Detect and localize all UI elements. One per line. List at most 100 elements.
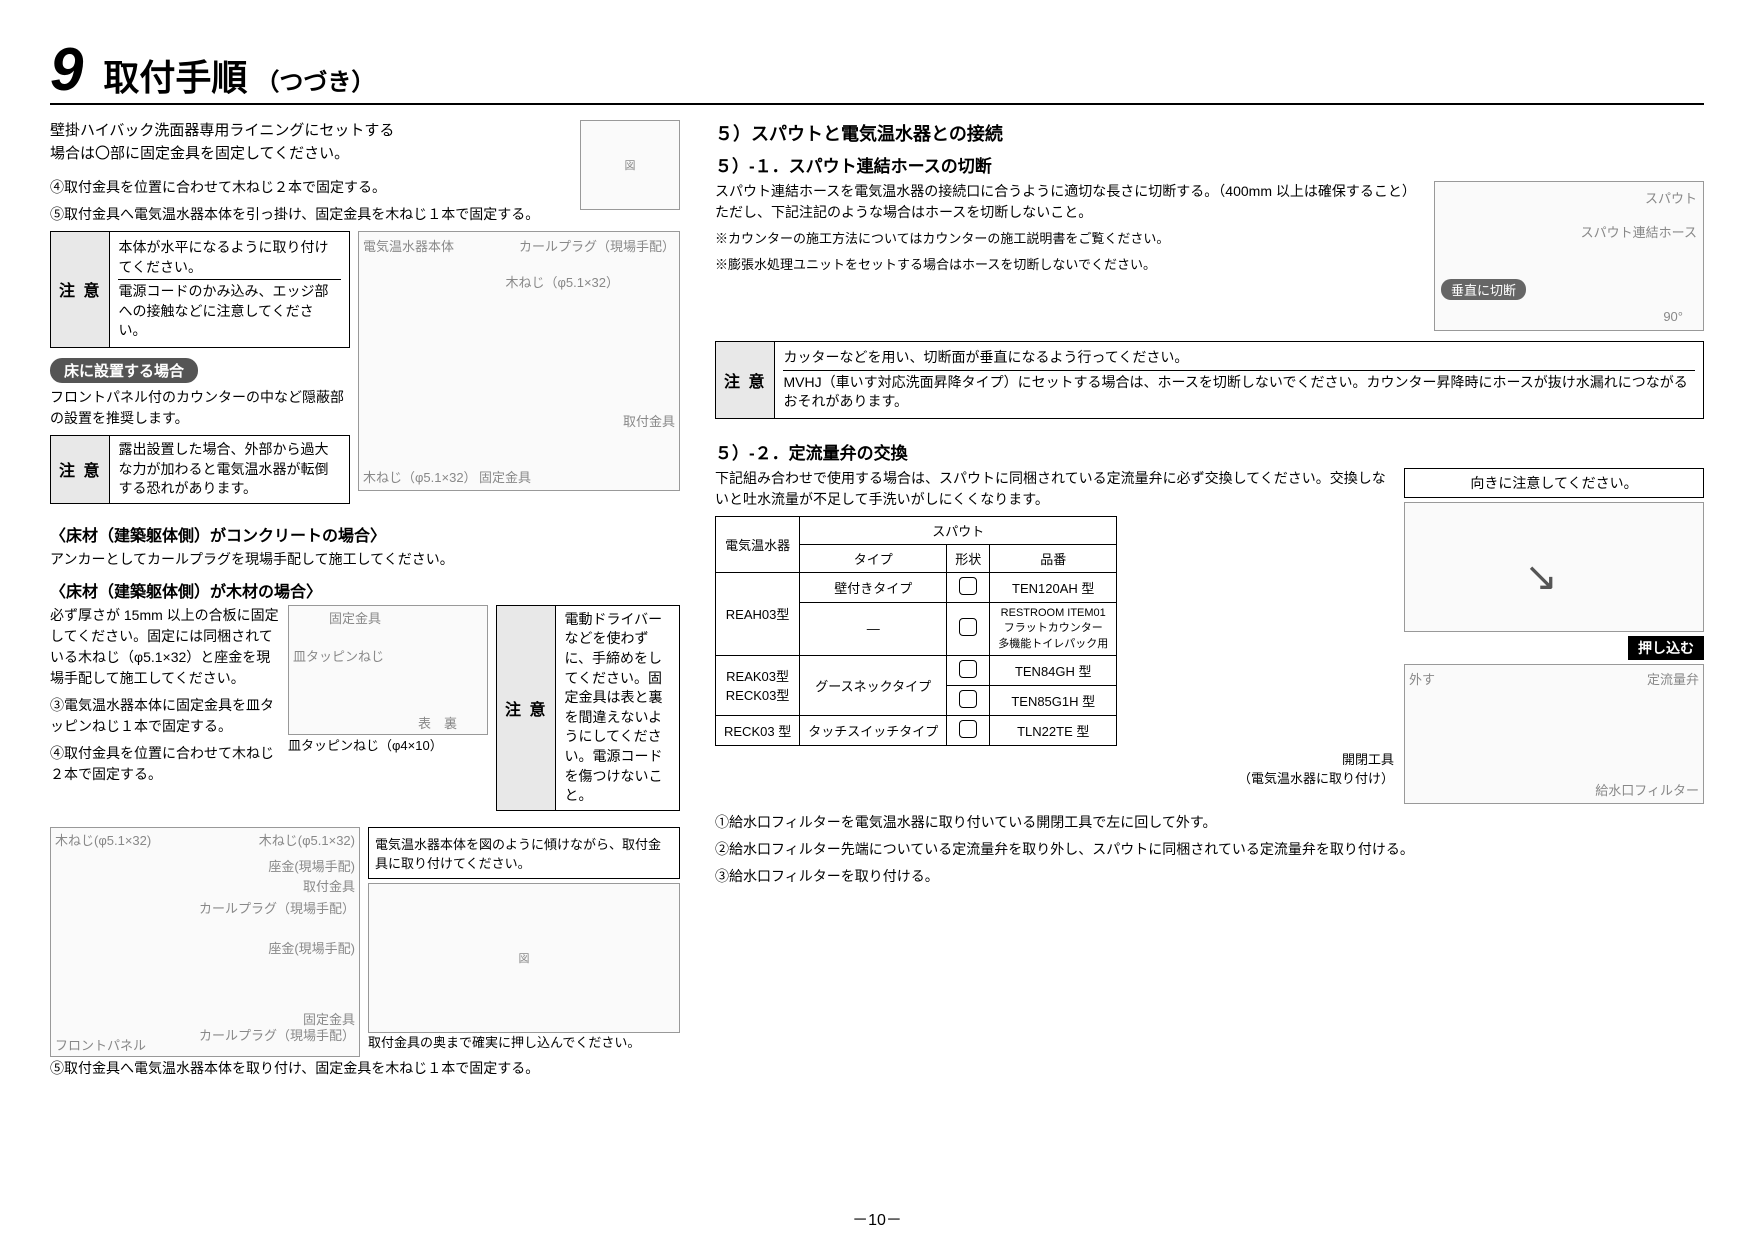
right-column: ５）スパウトと電気温水器との接続 ５）-１．スパウト連結ホースの切断 スパウト連… — [715, 120, 1704, 1085]
shape-icon — [959, 690, 977, 708]
valve-table: 電気温水器 スパウト タイプ 形状 品番 REAH03型 壁付きタイプ TEN1… — [715, 516, 1117, 746]
main-columns: 壁掛ハイバック洗面器専用ライニングにセットする 場合は〇部に固定金具を固定してく… — [50, 120, 1704, 1085]
diag-label: フロントパネル — [55, 1035, 146, 1054]
diag-label: 皿タッピンねじ（φ4×10） — [288, 735, 488, 754]
spout-note2: ※膨張水処理ユニットをセットする場合はホースを切断しないでください。 — [715, 255, 1422, 275]
valve-diagram-top: ↘ — [1404, 502, 1704, 632]
diag-label: 電気温水器本体 — [363, 236, 454, 255]
push-note: 取付金具の奥まで確実に押し込んでください。 — [368, 1033, 680, 1053]
wood-text: 必ず厚さが 15mm 以上の合板に固定してください。固定には同梱されている木ねじ… — [50, 605, 280, 689]
spout-diagram: スパウト スパウト連結ホース 垂直に切断 90° — [1434, 181, 1704, 331]
valve-diagram-bottom: 外す 定流量弁 給水口フィルター — [1404, 664, 1704, 804]
wood-heading: 〈床材（建築躯体側）が木材の場合〉 — [50, 578, 680, 602]
heading-5-2: ５）-２．定流量弁の交換 — [715, 439, 1704, 464]
td-model: TEN84GH 型 — [990, 655, 1117, 685]
valve-label: 定流量弁 — [1647, 669, 1699, 688]
td-type: — — [800, 602, 947, 655]
caution-body: 露出設置した場合、外部から過大な力が加わると電気温水器が転倒する恐れがあります。 — [110, 436, 349, 503]
th-spout: スパウト — [800, 516, 1117, 544]
spout-text: スパウト連結ホースを電気温水器の接続口に合うように適切な長さに切断する。（400… — [715, 181, 1422, 223]
step-5: ⑤取付金具へ電気温水器本体を引っ掛け、固定金具を木ねじ１本で固定する。 — [50, 204, 570, 225]
step-r3: ③給水口フィルターを取り付ける。 — [715, 866, 1704, 887]
td-shape — [947, 715, 990, 745]
intro-text: 壁掛ハイバック洗面器専用ライニングにセットする 場合は〇部に固定金具を固定してく… — [50, 120, 570, 165]
tilt-note: 電気温水器本体を図のように傾けながら、取付金具に取り付けてください。 — [368, 827, 680, 879]
shape-icon — [959, 660, 977, 678]
step-4b: ④取付金具を位置に合わせて木ねじ２本で固定する。 — [50, 743, 280, 785]
diag-label: 表 裏 — [418, 713, 457, 732]
diag-label: カールプラグ（現場手配） — [519, 236, 675, 255]
floor-text: フロントパネル付のカウンターの中など隠蔽部の設置を推奨します。 — [50, 387, 350, 429]
th-type: タイプ — [800, 544, 947, 572]
th-model: 品番 — [990, 544, 1117, 572]
diag-label: 90° — [1663, 309, 1683, 324]
tool-label: 開閉工具 （電気温水器に取り付け） — [715, 750, 1394, 789]
diag-label: 木ねじ（φ5.1×32） — [363, 467, 477, 486]
td-shape — [947, 685, 990, 715]
step-5b: ⑤取付金具へ電気温水器本体を取り付け、固定金具を木ねじ１本で固定する。 — [50, 1058, 680, 1079]
diag-label: 固定金具 — [329, 608, 381, 627]
caution-label: 注 意 — [716, 342, 775, 418]
concrete-text: アンカーとしてカールプラグを現場手配して施工してください。 — [50, 549, 680, 570]
spout-note1: ※カウンターの施工方法についてはカウンターの施工説明書をご覧ください。 — [715, 229, 1422, 249]
td-shape — [947, 655, 990, 685]
td-model: RESTROOM ITEM01 フラットカウンター 多機能トイレパック用 — [990, 602, 1117, 655]
td-shape — [947, 602, 990, 655]
diag-label: 木ねじ(φ5.1×32) — [55, 830, 151, 849]
diag-label: 座金(現場手配) — [268, 938, 355, 957]
diag-label: スパウト連結ホース — [1581, 222, 1697, 241]
tilt-diagram: 図 — [368, 883, 680, 1033]
td-model: TLN22TE 型 — [990, 715, 1117, 745]
heater-diagram-1: 電気温水器本体 カールプラグ（現場手配） 木ねじ（φ5.1×32） 取付金具 木… — [358, 231, 680, 491]
shape-icon — [959, 618, 977, 636]
orientation-note: 向きに注意してください。 — [1404, 468, 1704, 498]
td-heater: REAH03型 — [716, 572, 800, 655]
floor-install-pill: 床に設置する場合 — [50, 358, 198, 383]
diag-label: 皿タッピンねじ — [293, 646, 384, 665]
step-r2: ②給水口フィルター先端についている定流量弁を取り外し、スパウトに同梱されている定… — [715, 839, 1704, 860]
section-subtitle: （つづき） — [255, 62, 375, 97]
diag-label: 取付金具 — [303, 876, 355, 895]
page-number: －10－ — [852, 1206, 902, 1230]
td-type: タッチスイッチタイプ — [800, 715, 947, 745]
caution-line: カッターなどを用い、切断面が垂直になるよう行ってください。 — [783, 346, 1695, 371]
td-model: TEN120AH 型 — [990, 572, 1117, 602]
section-number: 9 — [50, 40, 83, 100]
caution-3: 注 意 電動ドライバーなどを使わずに、手締めをしてください。固定金具は表と裏を間… — [496, 605, 680, 811]
step-r1: ①給水口フィルターを電気温水器に取り付いている開閉工具で左に回して外す。 — [715, 812, 1704, 833]
caution-label: 注 意 — [51, 232, 110, 347]
caution-line1: 本体が水平になるように取り付けてください。 — [118, 236, 341, 280]
caution-body: 電動ドライバーなどを使わずに、手締めをしてください。固定金具は表と裏を間違えない… — [556, 606, 679, 810]
valve-text: 下記組み合わせで使用する場合は、スパウトに同梱されている定流量弁に必ず交換してく… — [715, 468, 1394, 510]
arrow-icon: ↘ — [1524, 554, 1558, 600]
lining-diagram: 図 — [580, 120, 680, 210]
td-type: グースネックタイプ — [800, 655, 947, 715]
bracket-diagram: 固定金具 皿タッピンねじ 表 裏 — [288, 605, 488, 735]
caution-4: 注 意 カッターなどを用い、切断面が垂直になるよう行ってください。 MVHJ（車… — [715, 341, 1704, 419]
diag-label: 木ねじ(φ5.1×32) — [259, 830, 355, 849]
diag-label: 取付金具 — [623, 411, 675, 430]
td-heater: REAK03型 RECK03型 — [716, 655, 800, 715]
th-shape: 形状 — [947, 544, 990, 572]
step-4: ④取付金具を位置に合わせて木ねじ２本で固定する。 — [50, 177, 570, 198]
caution-2: 注 意 露出設置した場合、外部から過大な力が加わると電気温水器が転倒する恐れがあ… — [50, 435, 350, 504]
cut-pill: 垂直に切断 — [1441, 279, 1526, 300]
filter-label: 給水口フィルター — [1595, 780, 1699, 799]
td-model: TEN85G1H 型 — [990, 685, 1117, 715]
diag-label: スパウト — [1645, 188, 1697, 207]
heading-5-1: ５）-１．スパウト連結ホースの切断 — [715, 152, 1704, 177]
caution-line2: 電源コードのかみ込み、エッジ部への接触などに注意してください。 — [118, 280, 341, 343]
td-type: 壁付きタイプ — [800, 572, 947, 602]
heading-5: ５）スパウトと電気温水器との接続 — [715, 120, 1704, 146]
th-heater: 電気温水器 — [716, 516, 800, 572]
caution-1: 注 意 本体が水平になるように取り付けてください。 電源コードのかみ込み、エッジ… — [50, 231, 350, 348]
shape-icon — [959, 720, 977, 738]
caution-label: 注 意 — [497, 606, 556, 810]
caution-line: MVHJ（車いす対応洗面昇降タイプ）にセットする場合は、ホースを切断しないでくだ… — [783, 371, 1695, 414]
shape-icon — [959, 577, 977, 595]
caution-label: 注 意 — [51, 436, 110, 503]
remove-label: 外す — [1409, 669, 1435, 688]
heater-diagram-3: 木ねじ(φ5.1×32) 木ねじ(φ5.1×32) 座金(現場手配) 取付金具 … — [50, 827, 360, 1057]
step-3b: ③電気温水器本体に固定金具を皿タッピンねじ１本で固定する。 — [50, 695, 280, 737]
concrete-heading: 〈床材（建築躯体側）がコンクリートの場合〉 — [50, 522, 680, 546]
